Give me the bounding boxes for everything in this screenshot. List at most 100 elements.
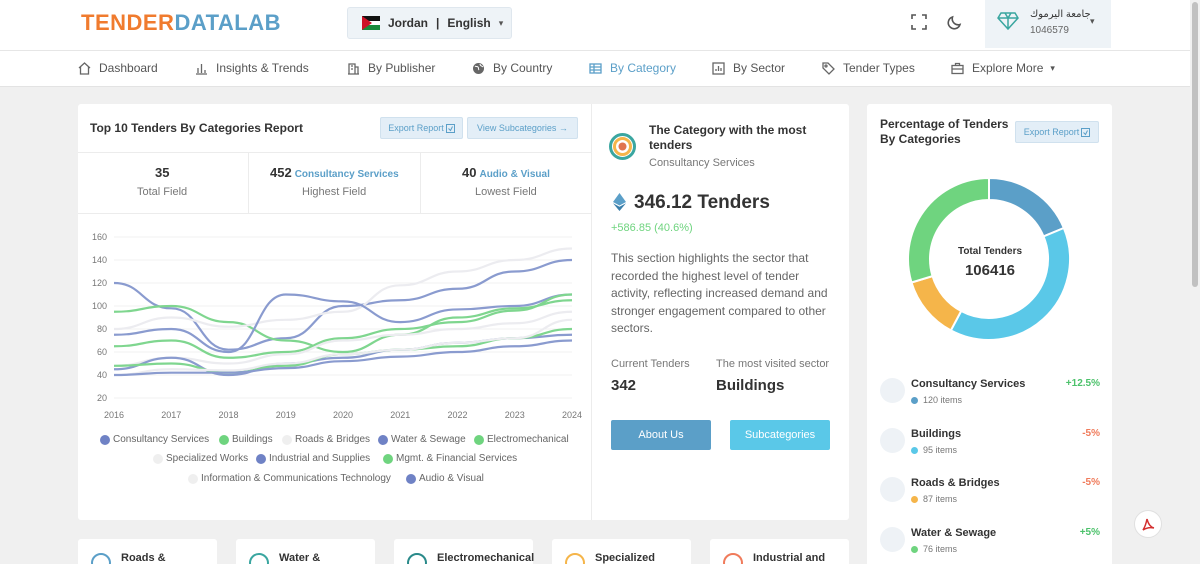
y-tick-label: 100 — [92, 301, 107, 311]
category-list-item[interactable]: Roads & Bridges 87 items -5% — [880, 475, 1100, 515]
series-line-information-communications-technology — [113, 318, 573, 377]
nav-by-category[interactable]: By Category — [589, 61, 676, 75]
nav-by-publisher[interactable]: By Publisher — [347, 61, 435, 75]
stat-highest-value: 452 Consultancy Services — [270, 165, 399, 180]
y-tick-label: 140 — [92, 255, 107, 265]
legend-item[interactable]: Water & Sewage — [378, 434, 466, 445]
most-visited-label: The most visited sector — [716, 358, 830, 370]
category-card-specialized[interactable]: Specialized — [552, 539, 691, 564]
x-tick-label: 2017 — [161, 410, 181, 420]
category-list-item[interactable]: Consultancy Services 120 items +12.5% — [880, 376, 1100, 416]
series-line-electromechanical — [113, 293, 573, 359]
ethereum-icon — [613, 193, 626, 211]
nav-dashboard[interactable]: Dashboard — [78, 61, 158, 75]
x-tick-label: 2022 — [447, 410, 467, 420]
table-icon — [589, 62, 602, 74]
stat-total-value: 35 — [155, 165, 170, 180]
language-label: English — [447, 16, 491, 30]
legend-dot — [282, 434, 292, 445]
nav-tender-types[interactable]: Tender Types — [822, 61, 915, 75]
user-id: 1046579 — [1030, 25, 1069, 36]
building-icon — [348, 62, 359, 75]
dark-mode-moon-icon[interactable] — [946, 13, 964, 31]
highlight-subtitle: Consultancy Services — [649, 157, 755, 169]
briefcase-icon — [951, 62, 964, 74]
donut-slice-roads-bridges — [949, 226, 1071, 341]
legend-label: Mgmt. & Financial Services — [396, 453, 518, 464]
category-card-roads[interactable]: Roads & — [78, 539, 217, 564]
category-avatar — [880, 378, 905, 403]
diamond-icon — [997, 12, 1019, 30]
separator: | — [436, 16, 440, 30]
series-line-mgmt-financial-services — [113, 327, 573, 374]
subcategories-button[interactable]: Subcategories — [730, 420, 830, 450]
country-language-select[interactable]: Jordan | English ▾ — [347, 7, 512, 39]
legend-item[interactable]: Specialized Works — [153, 453, 248, 464]
category-donut-chart — [907, 176, 1071, 341]
legend-item[interactable]: Electromechanical — [474, 434, 569, 445]
pdf-download-button[interactable] — [1134, 510, 1162, 538]
legend-item[interactable]: Information & Communications Technology — [188, 473, 391, 484]
category-card-industrial[interactable]: Industrial and — [710, 539, 849, 564]
y-tick-label: 80 — [97, 324, 107, 334]
bar-chart-icon — [196, 63, 207, 75]
stats-divider — [420, 152, 421, 213]
report-card — [78, 104, 849, 520]
stat-lowest-label: Lowest Field — [475, 186, 537, 198]
category-list-item[interactable]: Water & Sewage 76 items +5% — [880, 525, 1100, 564]
logo[interactable]: TENDERDATALAB — [81, 10, 282, 35]
nav-by-country[interactable]: By Country — [472, 61, 552, 75]
user-chevron-down-icon[interactable]: ▾ — [1090, 16, 1095, 26]
about-us-button[interactable]: About Us — [611, 420, 711, 450]
series-line-roads-bridges — [113, 247, 573, 331]
legend-label: Roads & Bridges — [295, 434, 371, 445]
donut-title: Percentage of Tenders By Categories — [880, 117, 1009, 146]
legend-item[interactable]: Consultancy Services — [100, 434, 209, 445]
category-target-icon — [609, 133, 636, 160]
nav-by-sector[interactable]: By Sector — [712, 61, 785, 75]
legend-item[interactable]: Mgmt. & Financial Services — [383, 453, 517, 464]
user-menu[interactable] — [985, 0, 1111, 48]
export-report-button[interactable]: Export Report — [380, 117, 463, 139]
chevron-down-icon: ▾ — [1050, 62, 1055, 73]
legend-item[interactable]: Industrial and Supplies — [256, 453, 370, 464]
category-line-chart: 20 40 60 80 100 120 140 160 2016 2017 2018 2019 2020… — [92, 232, 582, 420]
legend-item[interactable]: Audio & Visual — [406, 473, 484, 484]
highlight-description: This section highlights the sector that … — [611, 251, 828, 336]
scrollbar-thumb[interactable] — [1192, 2, 1198, 287]
legend-item[interactable]: Roads & Bridges — [282, 434, 370, 445]
category-avatar — [880, 477, 905, 502]
current-tenders-value: 342 — [611, 377, 637, 394]
x-tick-label: 2024 — [562, 410, 582, 420]
fullscreen-icon[interactable] — [910, 13, 928, 31]
legend-label: Water & Sewage — [391, 434, 466, 445]
globe-icon — [473, 62, 484, 74]
category-icon — [407, 553, 427, 564]
x-tick-label: 2023 — [505, 410, 525, 420]
legend-label: Audio & Visual — [419, 473, 484, 484]
legend-dot — [153, 453, 163, 464]
export-icon — [1081, 127, 1091, 137]
most-visited-value: Buildings — [716, 377, 785, 394]
legend-label: Consultancy Services — [113, 434, 210, 445]
donut-export-report-button[interactable]: Export Report — [1015, 121, 1099, 143]
category-list-item[interactable]: Buildings 95 items -5% — [880, 426, 1100, 466]
x-tick-label: 2016 — [104, 410, 124, 420]
y-tick-label: 60 — [97, 347, 107, 357]
nav-explore-more[interactable]: Explore More ▾ — [951, 61, 1055, 75]
chevron-down-icon: ▾ — [498, 17, 504, 28]
chart-box-icon — [712, 61, 725, 75]
category-card-electromechanical[interactable]: Electromechanical — [394, 539, 534, 564]
category-card-water[interactable]: Water & — [236, 539, 375, 564]
export-icon — [445, 123, 455, 133]
current-tenders-label: Current Tenders — [611, 358, 690, 370]
view-subcategories-button[interactable]: View Subcategories → — [467, 117, 578, 139]
legend-item[interactable]: Buildings — [219, 434, 273, 445]
x-tick-label: 2018 — [218, 410, 238, 420]
category-avatar — [880, 428, 905, 453]
y-tick-label: 160 — [92, 232, 107, 242]
legend-label: Electromechanical — [487, 434, 569, 445]
legend-label: Specialized Works — [166, 453, 249, 464]
donut-center-label: Total Tenders — [957, 246, 1023, 257]
nav-insights-trends[interactable]: Insights & Trends — [195, 61, 309, 75]
